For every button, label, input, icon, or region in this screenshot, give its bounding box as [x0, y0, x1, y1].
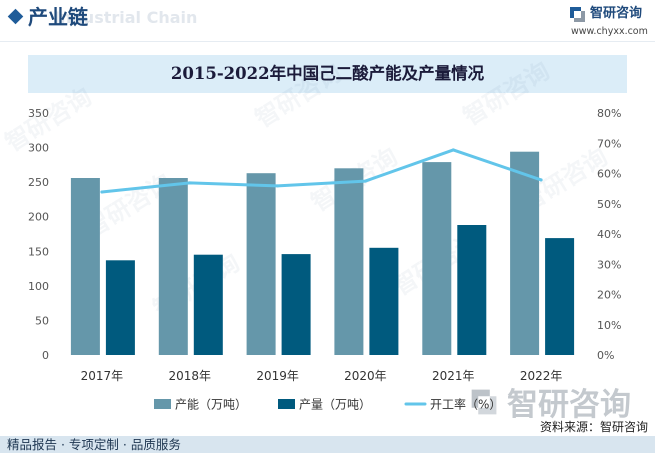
y-left-tick-label: 50	[35, 314, 49, 327]
watermark-logo: 智研咨询	[471, 387, 631, 423]
legend-swatch-output	[278, 399, 295, 409]
output-bar	[105, 260, 135, 355]
utilization-point	[100, 190, 104, 194]
y-left-tick-label: 150	[28, 245, 49, 258]
header-divider	[0, 41, 655, 42]
utilization-point	[451, 148, 455, 152]
y-right-tick-label: 80%	[597, 107, 621, 120]
utilization-point	[363, 179, 367, 183]
y-right-tick-label: 20%	[597, 289, 621, 302]
output-bar	[281, 254, 311, 355]
legend-swatch-capacity	[154, 399, 171, 409]
utilization-point	[539, 178, 543, 182]
utilization-point	[276, 184, 280, 188]
capacity-bar	[422, 162, 452, 355]
footer-tagline: 精品报告 · 专项定制 · 品质服务	[7, 437, 181, 452]
x-tick-label: 2017年	[81, 369, 124, 383]
capacity-bar	[334, 168, 364, 355]
footer-bar: 精品报告 · 专项定制 · 品质服务	[0, 436, 655, 453]
legend-label-output: 产量（万吨）	[299, 398, 371, 412]
y-left-tick-label: 350	[28, 107, 49, 120]
y-left-tick-label: 0	[42, 349, 49, 362]
y-right-tick-label: 70%	[597, 137, 621, 150]
y-right-tick-label: 0%	[597, 349, 614, 362]
section-title-watermark: Industrial Chain	[54, 8, 198, 27]
output-bar	[369, 247, 399, 355]
logo-name: 智研咨询	[590, 6, 643, 21]
section-title: 产业链	[28, 5, 88, 29]
legend-label-capacity: 产能（万吨）	[175, 398, 247, 412]
y-left-tick-label: 100	[28, 280, 49, 293]
x-tick-label: 2021年	[432, 369, 475, 383]
chart-title: 2015-2022年中国己二酸产能及产量情况	[170, 64, 485, 83]
chyxx-logo-icon	[570, 7, 585, 22]
y-left-tick-label: 300	[28, 142, 49, 155]
x-tick-label: 2019年	[256, 369, 299, 383]
utilization-point	[188, 181, 192, 185]
capacity-bar	[70, 178, 100, 355]
capacity-bar	[510, 151, 540, 355]
y-left-tick-label: 250	[28, 176, 49, 189]
x-tick-label: 2022年	[520, 369, 563, 383]
capacity-bar	[158, 178, 188, 355]
legend: 产能（万吨） 产量（万吨） 开工率（%）	[154, 397, 501, 412]
y-right-tick-label: 30%	[597, 258, 621, 271]
plot-area: 0 50 100 150 200 250 300 350 0% 10% 20% 30% 40% 50% 60…	[28, 107, 621, 383]
output-bar	[457, 225, 487, 355]
watermark-logo-icon	[471, 389, 497, 415]
chart-title-bar: 2015-2022年中国己二酸产能及产量情况	[28, 55, 627, 93]
x-tick-label: 2018年	[169, 369, 212, 383]
y-right-tick-label: 50%	[597, 198, 621, 211]
background-watermark: 智研咨询	[250, 58, 346, 133]
y-right-tick-label: 40%	[597, 228, 621, 241]
capacity-bar	[246, 173, 276, 355]
watermark-logo-text: 智研咨询	[507, 387, 631, 423]
source-note: 资料来源：智研咨询	[540, 419, 648, 434]
output-bar	[193, 254, 223, 355]
utilization-line	[100, 148, 543, 194]
output-bar	[545, 238, 575, 355]
logo-url: www.chyxx.com	[571, 26, 648, 37]
y-left-tick-label: 200	[28, 211, 49, 224]
background-watermark: 智研咨询	[458, 56, 554, 131]
y-right-tick-label: 10%	[597, 319, 621, 332]
x-tick-label: 2020年	[344, 369, 387, 383]
legend-label-utilization: 开工率（%）	[430, 397, 501, 412]
y-right-tick-label: 60%	[597, 168, 621, 181]
